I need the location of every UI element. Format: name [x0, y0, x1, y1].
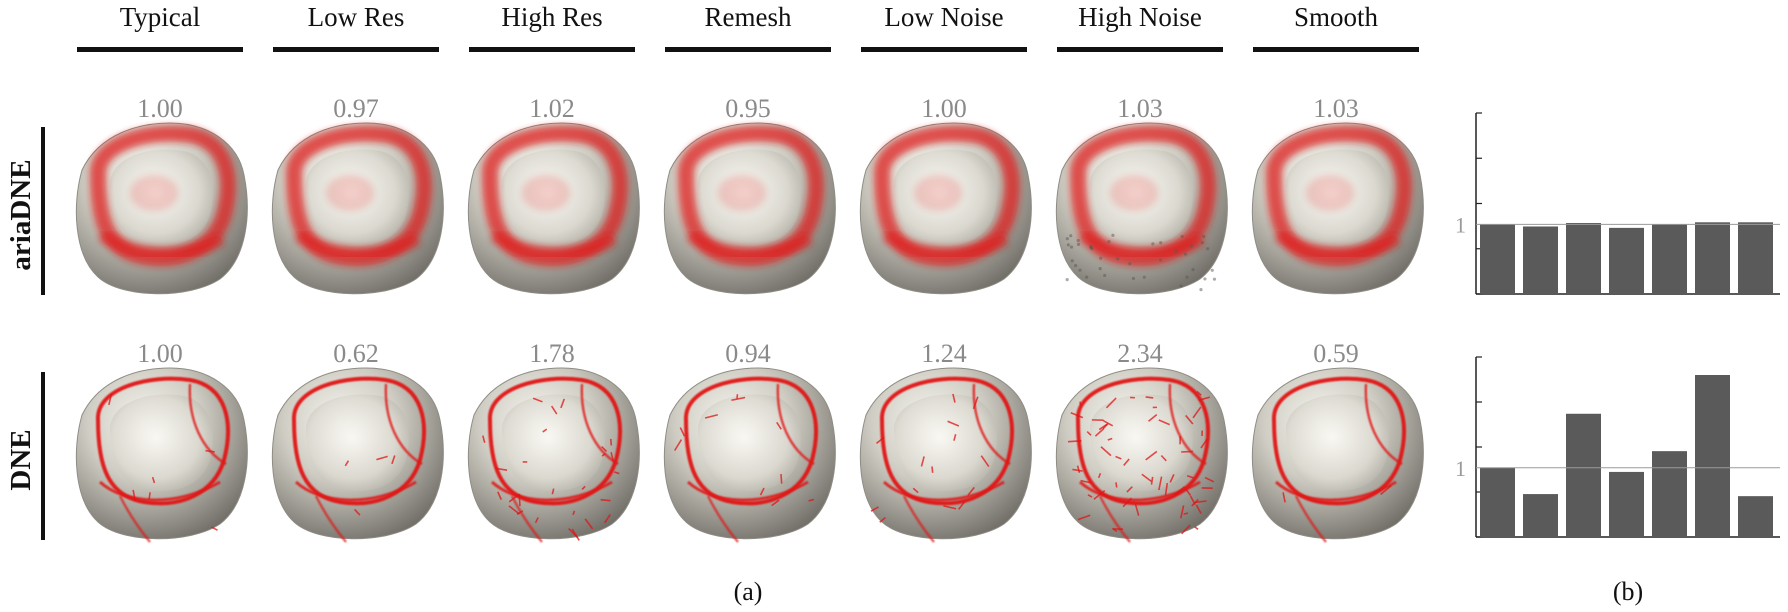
reference-label: 1 [1455, 456, 1466, 481]
tooth-meshes [75, 122, 1424, 543]
tooth-mesh [1055, 367, 1228, 543]
tooth-mesh [75, 367, 248, 543]
tooth-mesh [1251, 122, 1424, 295]
bar [1695, 222, 1730, 294]
bar [1738, 496, 1773, 537]
column-header-underline [861, 47, 1027, 52]
value-label: 0.59 [1313, 339, 1359, 368]
row-labels: ariaDNE DNE [5, 127, 45, 540]
value-label: 0.62 [333, 339, 379, 368]
bar [1480, 467, 1515, 537]
bar-charts: 11 [1455, 112, 1780, 538]
column-header: High Res [501, 2, 602, 32]
row-label: ariaDNE [5, 159, 37, 270]
bar [1609, 227, 1644, 294]
tooth-mesh [1251, 367, 1424, 543]
bar [1609, 471, 1644, 537]
value-label: 0.95 [725, 94, 771, 123]
bar [1695, 375, 1730, 537]
value-label: 1.02 [529, 94, 575, 123]
tooth-mesh [663, 367, 836, 543]
tooth-mesh [467, 367, 640, 543]
value-label: 1.24 [921, 339, 967, 368]
value-label: 0.94 [725, 339, 771, 368]
bar [1566, 222, 1601, 294]
tooth-mesh [271, 367, 444, 543]
bar-chart: 1 [1455, 356, 1780, 538]
bar [1738, 222, 1773, 294]
row-label: DNE [5, 429, 37, 490]
tooth-mesh [859, 122, 1032, 295]
tooth-mesh [271, 122, 444, 295]
reference-label: 1 [1455, 212, 1466, 237]
value-label: 1.78 [529, 339, 575, 368]
column-header-underline [273, 47, 439, 52]
panel-label-a: (a) [734, 577, 763, 606]
column-header: Remesh [705, 2, 792, 32]
value-label: 1.00 [137, 94, 183, 123]
column-header-underline [665, 47, 831, 52]
column-header: Low Noise [884, 2, 1003, 32]
value-label: 1.00 [921, 94, 967, 123]
column-header: High Noise [1078, 2, 1202, 32]
bar [1652, 451, 1687, 537]
column-header-underline [77, 47, 243, 52]
row-label-bar [41, 127, 45, 295]
value-label: 2.34 [1117, 339, 1163, 368]
tooth-mesh [663, 122, 836, 295]
tooth-mesh [1055, 122, 1228, 295]
column-header-underline [1057, 47, 1223, 52]
bar [1523, 226, 1558, 294]
bar-chart: 1 [1455, 112, 1780, 295]
column-header: Smooth [1294, 2, 1379, 32]
row-label-bar [41, 372, 45, 540]
value-labels: 1.00 0.97 1.02 0.95 1.00 1.03 1.03 1.00 0.62 1.78… [137, 94, 1359, 368]
value-label: 1.03 [1117, 94, 1163, 123]
tooth-mesh [859, 367, 1032, 543]
column-header-underline [1253, 47, 1419, 52]
tooth-mesh [75, 122, 248, 295]
bar [1480, 224, 1515, 294]
column-header: Typical [120, 2, 201, 32]
bar [1566, 413, 1601, 537]
column-header: Low Res [308, 2, 405, 32]
tooth-mesh [467, 122, 640, 295]
bar [1652, 224, 1687, 294]
bar [1523, 494, 1558, 537]
panel-label-b: (b) [1613, 577, 1643, 606]
column-header-underline [469, 47, 635, 52]
value-label: 1.03 [1313, 94, 1359, 123]
column-headers: Typical Low Res High Res Remesh Low Noise Hig… [77, 2, 1419, 52]
value-label: 1.00 [137, 339, 183, 368]
value-label: 0.97 [333, 94, 379, 123]
